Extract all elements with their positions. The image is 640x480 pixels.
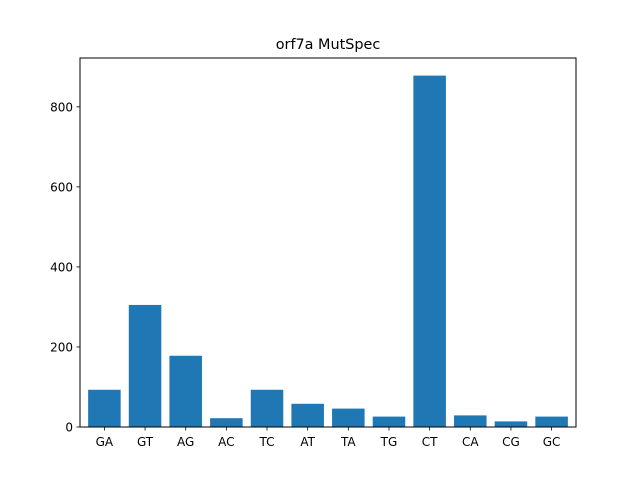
plot-frame [79, 57, 577, 428]
y-tick-label: 200 [50, 340, 73, 354]
bar-ac [210, 418, 243, 427]
bar-ta [332, 408, 365, 427]
x-tick-label: AT [300, 435, 315, 449]
y-tick-label: 800 [50, 100, 73, 114]
bar-cg [494, 421, 528, 427]
bar-tc [250, 389, 284, 427]
chart-title: orf7a MutSpec [276, 37, 381, 53]
x-tick-label: GT [137, 435, 154, 449]
x-tick-label: AC [218, 435, 234, 449]
y-axis: 0 200 400 600 800 [50, 100, 80, 435]
x-tick-label: AG [177, 435, 194, 449]
bars-layer [88, 75, 568, 427]
bar-at [291, 403, 324, 427]
bar-ca [454, 415, 487, 427]
x-tick-label: TA [340, 435, 356, 449]
x-tick-label: CG [502, 435, 520, 449]
x-tick-label: CA [462, 435, 479, 449]
x-tick-label: GA [96, 435, 114, 449]
bar-ct [413, 75, 446, 427]
x-tick-label: TC [259, 435, 275, 449]
y-tick-label: 600 [50, 180, 73, 194]
bar-ag [169, 355, 202, 427]
bar-gc [535, 416, 568, 427]
x-tick-label: GC [543, 435, 561, 449]
bar-tg [372, 416, 406, 427]
bar-ga [88, 389, 121, 427]
y-tick-label: 0 [65, 421, 73, 435]
x-tick-label: CT [422, 435, 438, 449]
x-tick-label: TG [380, 435, 398, 449]
y-tick-label: 400 [50, 260, 73, 274]
bar-gt [128, 304, 162, 427]
x-axis: GA GT AG AC TC AT TA TG CT CA CG GC [96, 427, 561, 449]
